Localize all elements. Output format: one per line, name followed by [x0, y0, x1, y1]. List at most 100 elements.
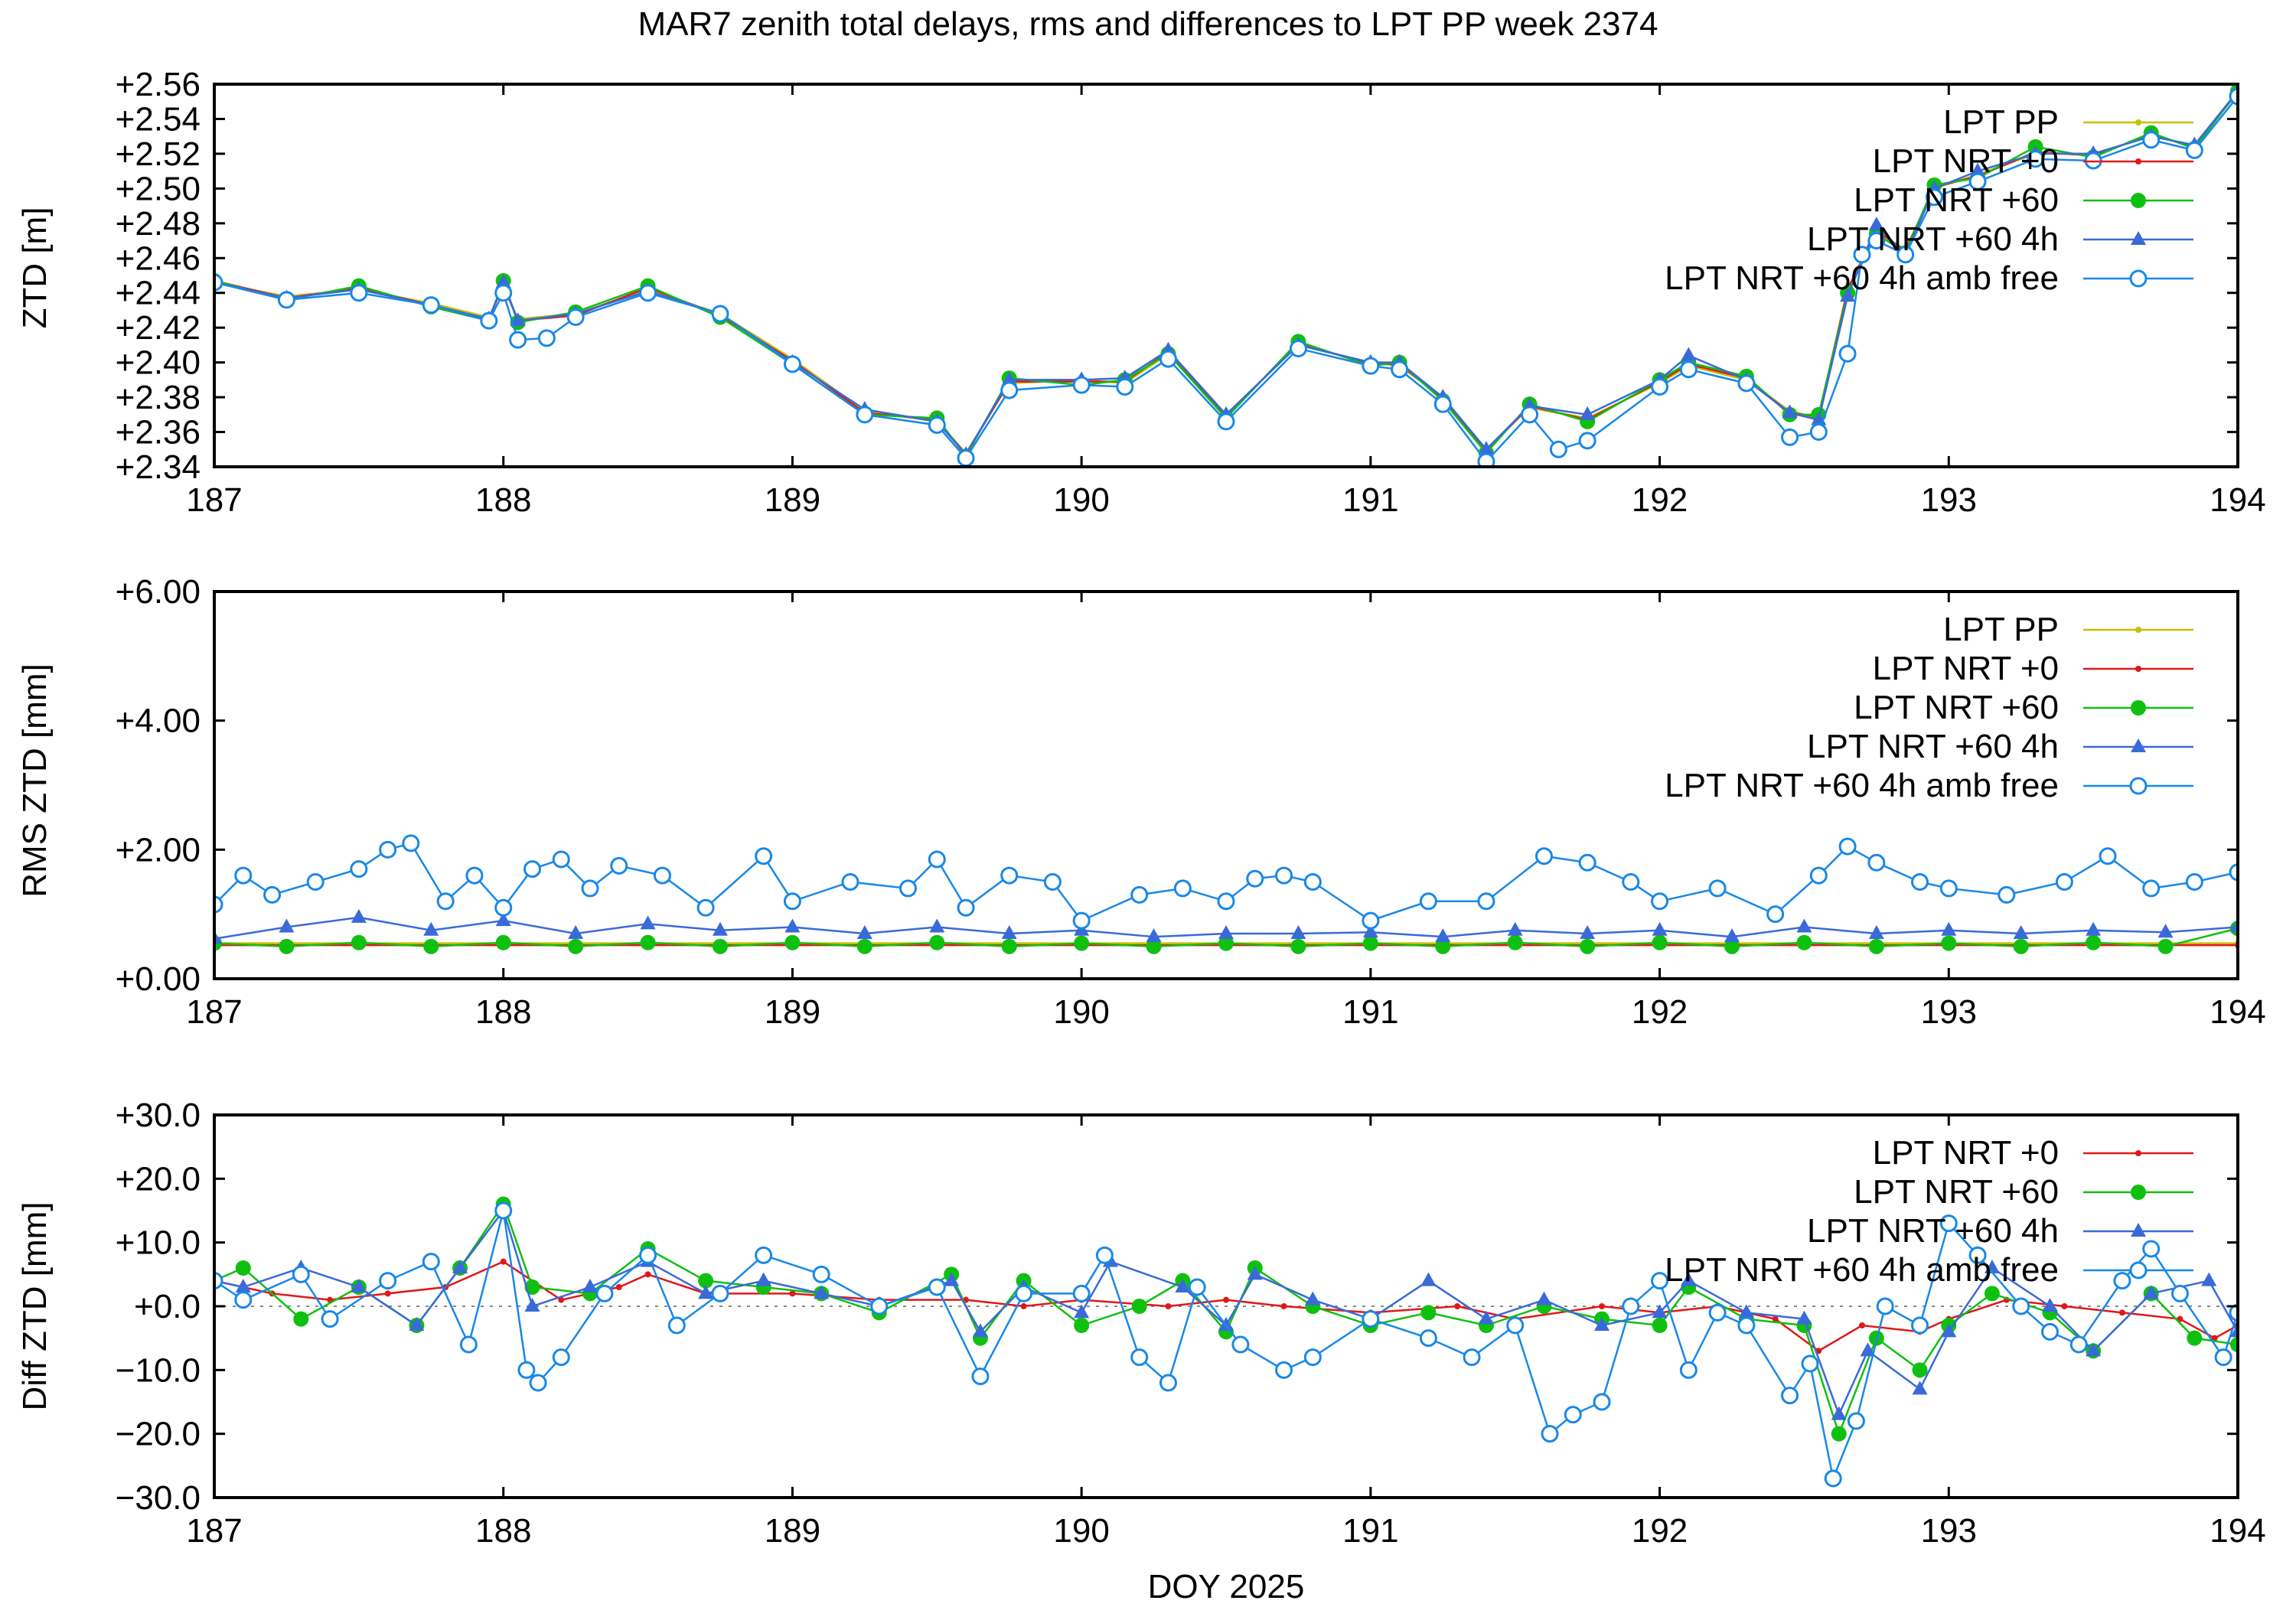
diff-point-lpt-nrt-plus60-4h-34: [1912, 1380, 1928, 1395]
diff-point-lpt-nrt-plus60-4h-29: [1681, 1272, 1697, 1286]
ztd-x-tick-label: 193: [1921, 481, 1977, 519]
ztd-point-lpt-nrt-plus60-4h-amb-free-17: [1116, 377, 1134, 396]
ztd-point-lpt-nrt-plus60-4h-27: [1681, 347, 1697, 361]
diff-point-lpt-nrt-plus60-4h-amb-free-19: [971, 1367, 990, 1386]
diff-point-lpt-nrt-plus0-7: [615, 1284, 622, 1290]
rms-y-tick-label: +2.00: [116, 831, 201, 869]
rms-legend-marker-lpt-nrt-plus60-4h-amb-free: [2129, 777, 2148, 795]
diff-point-lpt-nrt-plus60-4h-amb-free-7: [494, 1201, 513, 1220]
rms-point-lpt-nrt-plus60-4: [495, 934, 511, 950]
ztd-x-tick-label: 188: [475, 481, 531, 519]
rms-point-lpt-nrt-plus60-4h-amb-free-32: [1419, 892, 1437, 911]
diff-point-lpt-nrt-plus60-4h-amb-free-18: [928, 1278, 946, 1296]
diff-x-tick-label: 188: [475, 1512, 531, 1550]
rms-point-lpt-nrt-plus60-4h-amb-free-42: [1867, 853, 1886, 872]
rms-point-lpt-nrt-plus60-4h-27: [2157, 924, 2174, 938]
diff-point-lpt-nrt-plus60-4h-38: [2086, 1342, 2102, 1357]
rms-point-lpt-nrt-plus60-6: [640, 934, 656, 950]
rms-point-lpt-nrt-plus60-4h-13: [1146, 928, 1162, 943]
diff-point-lpt-nrt-plus60-4h-amb-free-13: [667, 1316, 686, 1335]
rms-point-lpt-nrt-plus60-4h-amb-free-44: [1939, 879, 1958, 898]
rms-point-lpt-nrt-plus60-4h-amb-free-14: [653, 866, 671, 885]
rms-point-lpt-nrt-plus60-4h-amb-free-20: [928, 850, 946, 869]
rms-point-lpt-nrt-plus60-4h-amb-free-34: [1534, 847, 1553, 865]
rms-point-lpt-nrt-plus60-4h-amb-free-12: [581, 879, 599, 898]
rms-point-lpt-nrt-plus60-4h-7: [713, 921, 728, 936]
ztd-point-lpt-nrt-plus60-4h-amb-free-1: [277, 291, 295, 309]
diff-point-lpt-nrt-plus60-4h-amb-free-35: [1593, 1393, 1611, 1411]
rms-point-lpt-nrt-plus60-14: [1218, 935, 1234, 951]
diff-point-lpt-nrt-plus60-40: [2187, 1330, 2203, 1346]
rms-point-lpt-nrt-plus60-4h-amb-free-48: [2142, 879, 2161, 898]
diff-point-lpt-nrt-plus60-4h-amb-free-8: [517, 1361, 536, 1379]
ztd-point-lpt-nrt-plus60-4h-amb-free-12: [856, 406, 874, 424]
rms-point-lpt-nrt-plus60-4h-amb-free-24: [1072, 911, 1091, 930]
diff-point-lpt-nrt-plus60-4h-amb-free-56: [2229, 1303, 2238, 1322]
rms-point-lpt-nrt-plus60-4h-amb-free-36: [1622, 873, 1640, 891]
diff-point-lpt-nrt-plus60-4h-32: [1831, 1406, 1847, 1420]
diff-series-lpt-nrt-plus60-4h-amb-free: [214, 1201, 2238, 1488]
rms-point-lpt-nrt-plus60-4h-24: [1941, 921, 1957, 936]
diff-point-lpt-nrt-plus60-4h-22: [1305, 1291, 1321, 1305]
diff-point-lpt-nrt-plus60-41: [2230, 1337, 2238, 1352]
diff-y-axis-label: Diff ZTD [mm]: [16, 1202, 54, 1411]
rms-series-lpt-nrt-plus60-4h-amb-free: [214, 834, 2238, 930]
ztd-plot-area: [214, 84, 2238, 467]
ztd-y-tick-label: +2.44: [116, 275, 201, 312]
ztd-point-lpt-nrt-plus60-4h-31: [1840, 288, 1856, 302]
rms-legend-label-lpt-nrt-plus60: LPT NRT +60: [1854, 689, 2059, 726]
rms-point-lpt-nrt-plus60-13: [1146, 938, 1162, 954]
diff-point-lpt-nrt-plus60-4h-amb-free-53: [2142, 1240, 2161, 1258]
diff-point-lpt-nrt-plus60-32: [1831, 1426, 1847, 1442]
rms-point-lpt-nrt-plus60-24: [1941, 935, 1957, 951]
diff-point-lpt-nrt-plus60-4h-5: [452, 1260, 468, 1273]
rms-point-lpt-nrt-plus60-4h-5: [568, 924, 584, 939]
diff-point-lpt-nrt-plus60-4h-amb-free-50: [2040, 1322, 2059, 1341]
diff-point-lpt-nrt-plus60-4h-27: [1594, 1317, 1610, 1331]
diff-point-lpt-nrt-plus60-4h-25: [1478, 1310, 1494, 1325]
ztd-point-lpt-nrt-plus60-4h-amb-free-37: [1925, 188, 1943, 207]
rms-point-lpt-nrt-plus60-22: [1796, 934, 1812, 950]
diff-point-lpt-nrt-plus60-4h-amb-free-2: [292, 1265, 310, 1283]
rms-point-lpt-nrt-plus60-12: [1074, 935, 1090, 951]
rms-point-lpt-nrt-plus60-4h-amb-free-11: [552, 850, 570, 869]
ztd-y-tick-label: +2.48: [116, 205, 201, 243]
diff-point-lpt-nrt-plus60-4h-amb-free-17: [870, 1297, 889, 1315]
diff-point-lpt-nrt-plus60-4h-amb-free-51: [2069, 1335, 2088, 1354]
rms-point-lpt-nrt-plus60-4h-amb-free-10: [523, 860, 541, 878]
rms-point-lpt-nrt-plus60-4h-amb-free-25: [1130, 885, 1149, 904]
ztd-point-lpt-nrt-plus60-4h-amb-free-43: [2229, 87, 2238, 106]
diff-point-lpt-nrt-plus60-4h-amb-free-14: [711, 1284, 729, 1302]
diff-point-lpt-nrt-plus60-4h-amb-free-55: [2214, 1348, 2232, 1367]
rms-point-lpt-nrt-plus60-4h-amb-free-26: [1173, 879, 1192, 898]
rms-point-lpt-nrt-plus60-3: [423, 938, 439, 954]
ztd-point-lpt-nrt-plus60-4h-35: [1970, 162, 1986, 177]
rms-point-lpt-nrt-plus60-4h-amb-free-5: [379, 840, 397, 859]
ztd-point-lpt-nrt-plus60-4h-amb-free-13: [928, 416, 946, 434]
rms-x-tick-label: 191: [1342, 993, 1398, 1031]
ztd-y-tick-label: +2.56: [116, 66, 201, 103]
ztd-y-axis-label: ZTD [m]: [16, 207, 54, 329]
rms-point-lpt-nrt-plus60-4h-amb-free-3: [306, 873, 325, 891]
diff-point-lpt-nrt-plus60-4h-amb-free-27: [1275, 1361, 1293, 1379]
diff-point-lpt-nrt-plus60-4h-amb-free-5: [422, 1253, 440, 1271]
ztd-point-lpt-nrt-plus60-4h-29: [1782, 404, 1798, 419]
ztd-point-lpt-nrt-plus60-4h-amb-free-14: [957, 449, 975, 467]
diff-point-lpt-nrt-plus0-3: [384, 1290, 391, 1297]
rms-point-lpt-nrt-plus60-4h-amb-free-13: [610, 856, 628, 875]
rms-point-lpt-nrt-plus60-4h-amb-free-0: [214, 895, 223, 914]
rms-y-tick-label: +4.00: [116, 702, 201, 740]
diff-plot-area: [214, 1196, 2238, 1488]
ztd-point-lpt-nrt-plus60-4h-amb-free-39: [2027, 150, 2045, 168]
rms-legend-label-lpt-nrt-plus60-4h-amb-free: LPT NRT +60 4h amb free: [1665, 767, 2059, 804]
rms-point-lpt-nrt-plus60-4h-amb-free-9: [494, 898, 513, 917]
diff-point-lpt-nrt-plus60-4h-10: [698, 1285, 714, 1299]
diff-point-lpt-nrt-plus60-4h-amb-free-41: [1781, 1387, 1799, 1405]
diff-point-lpt-nrt-plus60-4h-amb-free-4: [379, 1272, 397, 1290]
diff-point-lpt-nrt-plus0-10: [789, 1290, 796, 1297]
diff-point-lpt-nrt-plus60-4h-21: [1247, 1266, 1263, 1280]
